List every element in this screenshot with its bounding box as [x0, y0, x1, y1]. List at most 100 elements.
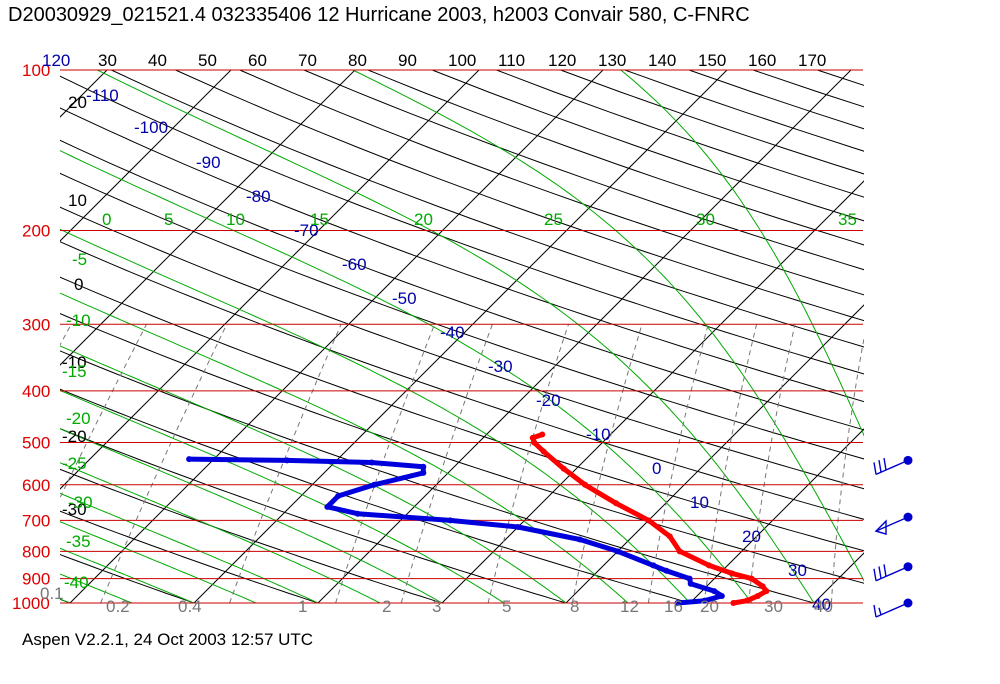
mixing-ratio-label: 8 [570, 597, 579, 616]
dewpoint-trace-point [686, 575, 693, 582]
dry-adiabat-line [560, 69, 864, 175]
isotherm-line [60, 69, 232, 242]
top-temperature-label: 160 [748, 51, 776, 70]
dewpoint-trace-point [614, 548, 621, 555]
moist-adiabat-line [60, 492, 319, 604]
moist-adiabat-label: -35 [66, 532, 91, 551]
pressure-label: 600 [22, 476, 50, 495]
dry-adiabat-label: -70 [294, 221, 319, 240]
mixing-ratio-line [400, 324, 493, 604]
mixing-ratio-label: 40 [814, 597, 833, 616]
temperature-trace-point [645, 517, 652, 524]
wind-barb-feather [873, 604, 877, 618]
pressure-label: 200 [22, 221, 50, 240]
dry-adiabat-line [624, 69, 864, 152]
moist-adiabat-line [60, 462, 381, 604]
isotherm-lines [60, 69, 1000, 604]
dry-adiabat-line [60, 313, 864, 584]
moist-adiabat-label: -15 [62, 362, 87, 381]
temperature-trace-point [531, 439, 538, 446]
top-temperature-label: 120 [42, 51, 70, 70]
mixing-ratio-line [571, 324, 643, 604]
temperature-trace-point [539, 431, 546, 438]
isotherm-line [193, 69, 728, 604]
top-temperature-label: 130 [598, 51, 626, 70]
moist-adiabat-label: -25 [62, 454, 87, 473]
dry-adiabat-line [111, 69, 864, 348]
dry-adiabat-line [432, 69, 864, 222]
dry-adiabat-label: -80 [246, 187, 271, 206]
temperature-trace-point [540, 448, 547, 455]
isotherm-line [60, 69, 480, 490]
moist-adiabat-line [60, 521, 257, 604]
pressure-label: 100 [22, 61, 50, 80]
left-temperature-label: 0 [74, 275, 83, 294]
left-temperature-label: -10 [62, 353, 87, 372]
wind-barb-pennant [874, 519, 887, 536]
pressure-label: 500 [22, 434, 50, 453]
dewpoint-trace-point [324, 503, 331, 510]
top-temperature-label: 110 [498, 51, 525, 70]
moist-adiabat-label: 20 [414, 210, 433, 229]
wind-barb-feather [873, 462, 877, 475]
isotherm-line [565, 304, 864, 604]
wind-barb-feather [878, 607, 882, 615]
dewpoint-trace-point [447, 517, 454, 524]
dry-adiabat-label: 30 [788, 561, 807, 580]
dry-adiabat-line [688, 69, 864, 130]
moist-adiabat-line [620, 69, 864, 437]
temperature-trace-point [743, 597, 750, 604]
temperature-trace-point [529, 434, 536, 441]
chart-title: D20030929_021521.4 032335406 12 Hurrican… [8, 4, 750, 26]
mixing-ratio-line [229, 324, 342, 604]
dry-adiabat-label: -60 [342, 255, 367, 274]
dry-adiabat-lines [60, 69, 864, 604]
dewpoint-trace-point [335, 493, 342, 500]
dry-adiabat-label: -110 [86, 86, 119, 105]
isotherm-line [60, 69, 356, 366]
left-temperature-label: 20 [68, 93, 87, 112]
dry-adiabat-line [175, 69, 864, 322]
dry-adiabat-label: 20 [742, 527, 761, 546]
dry-adiabat-line [60, 350, 815, 604]
mixing-ratio-lines [60, 324, 864, 604]
mixing-ratio-line [748, 324, 796, 604]
dry-adiabat-line [60, 276, 864, 552]
moist-adiabat-line [97, 69, 815, 604]
dry-adiabat-line [60, 75, 864, 375]
temperature-trace-point [582, 481, 589, 488]
temperature-trace-point [728, 570, 735, 577]
moist-adiabat-label: -10 [66, 311, 91, 330]
dewpoint-trace-point [420, 469, 427, 476]
top-temperature-label: 140 [648, 51, 676, 70]
dewpoint-trace-point [576, 536, 583, 543]
dry-adiabat-label: -10 [586, 425, 611, 444]
mixing-ratio-label: 12 [620, 597, 639, 616]
dewpoint-trace-point [186, 456, 193, 463]
wind-barb-staff [875, 602, 909, 618]
dewpoint-trace-point [663, 567, 670, 574]
moist-adiabat-label: 15 [310, 210, 329, 229]
pressure-label: 1000 [12, 594, 50, 613]
moist-adiabat-label: 35 [838, 210, 857, 229]
wind-barb-feather [878, 566, 882, 579]
temperature-trace-point [666, 533, 673, 540]
moist-adiabat-label: 30 [696, 210, 715, 229]
mixing-ratio-line [100, 324, 228, 604]
dry-adiabat-line [60, 510, 319, 604]
top-temperature-label: 70 [298, 51, 317, 70]
moist-adiabat-line [60, 345, 567, 604]
left-temperature-label: -20 [62, 427, 87, 446]
dry-adiabat-line [60, 139, 864, 431]
dewpoint-trace-point [687, 580, 694, 587]
top-temperature-label: 170 [798, 51, 826, 70]
dewpoint-trace-point [650, 562, 657, 569]
dry-adiabat-line [60, 388, 691, 604]
pressure-label: 300 [22, 315, 50, 334]
top-temperature-label: 120 [548, 51, 576, 70]
isotherm-line [938, 70, 1000, 603]
dry-adiabat-label: -90 [196, 153, 221, 172]
mixing-ratio-label: 0.2 [106, 597, 130, 616]
isotherm-line [441, 180, 864, 604]
